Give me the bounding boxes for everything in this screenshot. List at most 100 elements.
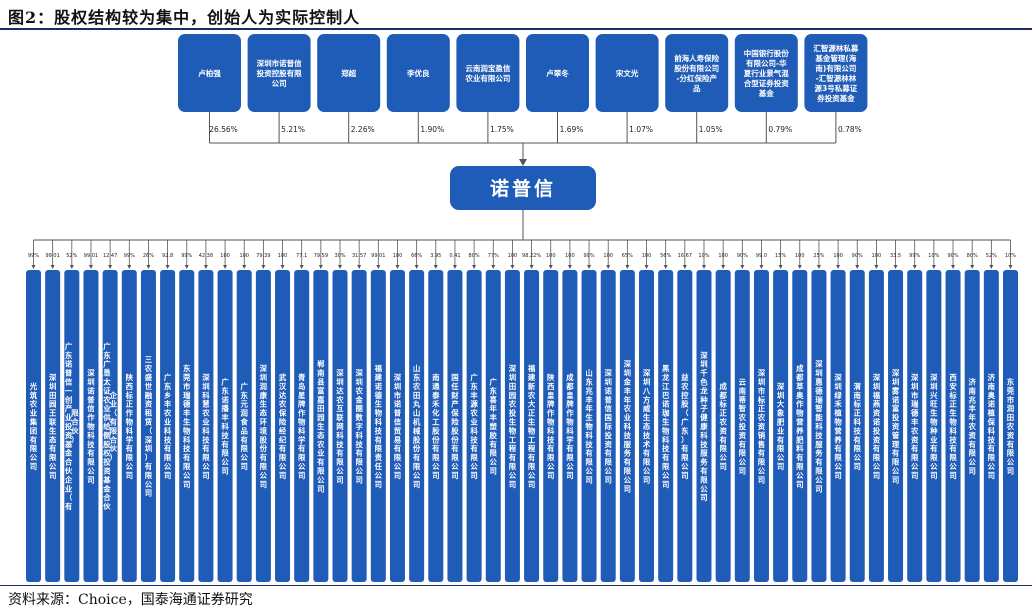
subsidiary-box (639, 270, 655, 582)
arrow-head (108, 265, 113, 269)
subsidiary-pct: 99.0 (756, 253, 767, 259)
subsidiary-pct: 31.57 (352, 253, 366, 259)
shareholder-name: 前海人寿保险股份有限公司-分红保险产品 (674, 53, 719, 93)
arrow-head (414, 265, 419, 269)
subsidiary-name: 广东诺播丰科技有限公司 (221, 377, 229, 475)
subsidiary-name: 广东广垦太证农业供给侧股权投资基金合伙企业（有限合伙） (102, 342, 117, 511)
arrow-head (816, 265, 821, 269)
arrow-head (1008, 265, 1013, 269)
subsidiary-name: 黑龙江巴诺珈生物科技有限公司 (661, 364, 670, 489)
source-note: 资料来源：Choice，国泰海通证券研究 (8, 592, 253, 608)
arrow-head (433, 265, 438, 269)
subsidiary-pct: 100 (872, 253, 882, 259)
arrow-head (548, 265, 553, 269)
subsidiary-pct: 100 (642, 253, 652, 259)
subsidiary-pct: 3.95 (430, 253, 441, 259)
subsidiary-box (466, 270, 482, 582)
subsidiary-pct: 100 (546, 253, 556, 259)
subsidiary-box (140, 270, 156, 582)
subsidiary-name: 深圳八方威生态技术有限公司 (642, 369, 651, 485)
arrow-head (50, 265, 55, 269)
subsidiary-box (696, 270, 712, 582)
shareholder-pct: 1.75% (490, 125, 514, 134)
subsidiary-box (524, 270, 540, 582)
subsidiary-pct: 99.01 (371, 253, 385, 259)
subsidiary-box (619, 270, 635, 582)
subsidiary-pct: 26% (143, 253, 154, 259)
shareholder-pct: 1.69% (560, 125, 584, 134)
subsidiary-box (45, 270, 61, 582)
subsidiary-name: 三农盛世融资租赁（深圳）有限公司 (144, 355, 153, 498)
subsidiary-name: 陕西皇牌作物科技有限公司 (547, 373, 555, 480)
subsidiary-name: 成都草奥作物营养肥料有限公司 (795, 364, 804, 489)
subsidiary-pct: 33.5 (890, 253, 901, 259)
subsidiary-pct: 90% (947, 253, 958, 259)
subsidiary-box (179, 270, 195, 582)
subsidiary-name: 深圳兴旺生物种业有限公司 (929, 373, 938, 480)
subsidiary-name: 深圳田园农投生物工程有限公司 (508, 364, 517, 489)
subsidiary-pct: 65% (622, 253, 633, 259)
arrow-head (931, 265, 936, 269)
title-rule (0, 28, 1032, 30)
subsidiary-box (275, 270, 291, 582)
subsidiary-name: 陕西标正作物科学有限公司 (125, 373, 134, 480)
subsidiary-pct: 10% (1005, 253, 1016, 259)
subsidiary-box (332, 270, 348, 582)
shareholder-pct: 1.07% (629, 125, 653, 134)
subsidiary-pct: 99% (28, 253, 39, 259)
subsidiary-row: 99% 光筑农业集团有限公司 99.01 深圳田园王联生态有限公司 52% 广东诺普信一创… (26, 253, 1018, 582)
subsidiary-pct: 0.41 (449, 253, 460, 259)
subsidiary-name: 深圳金丰年农业科技服务有限公司 (623, 360, 632, 494)
figure-title: 图2：股权结构较为集中，创始人为实际控制人 (8, 8, 361, 27)
subsidiary-name: 深圳惠德瑞智能科技服务有限公司 (814, 360, 823, 494)
arrow-head (242, 265, 247, 269)
subsidiary-pct: 99.01 (45, 253, 59, 259)
arrow-head (452, 265, 457, 269)
shareholder-name: 深圳市诺普信投资控股有限公司 (257, 58, 302, 88)
subsidiary-name: 福建诺德生物科技有限责任公司 (374, 364, 383, 489)
subsidiary-box (677, 270, 693, 582)
subsidiary-pct: 80% (967, 253, 978, 259)
subsidiary-pct: 98.22% (522, 253, 541, 259)
arrow-head (625, 265, 630, 269)
subsidiary-name: 武汉达农保险经纪有限公司 (278, 373, 287, 480)
arrow-head (970, 265, 975, 269)
arrow-head (31, 265, 36, 269)
shareholder-pct: 0.79% (768, 125, 792, 134)
subsidiary-box (715, 270, 731, 582)
subsidiary-name: 青岛星牌作物科学有限公司 (298, 373, 306, 480)
shareholder-pct: 1.05% (699, 125, 723, 134)
subsidiary-box (389, 270, 405, 582)
subsidiary-name: 深圳绿禾植物营养有限公司 (833, 373, 842, 480)
shareholder-name: 汇智源林私募基金管理(海南)有限公司-汇智源林林源3号私募证券投资基金 (813, 43, 858, 103)
subsidiary-name: 济南兆丰年农资有限公司 (967, 377, 976, 475)
arrow-head (261, 265, 266, 269)
subsidiary-box (236, 270, 252, 582)
source-rule (0, 585, 1032, 586)
arrow-head (357, 265, 362, 269)
arrow-head (759, 265, 764, 269)
subsidiary-name: 广东喜年丰塑胶有限公司 (489, 377, 498, 475)
subsidiary-name: 广东诺普信一创产业投资基金合伙企业（有限合伙） (64, 342, 79, 511)
subsidiary-box (830, 270, 846, 582)
subsidiary-name: 山东兆丰年生物科技有限公司 (585, 369, 593, 485)
subsidiary-name: 深圳润康生态环境股份有限公司 (259, 364, 268, 489)
subsidiary-name: 广东乡丰农业科技有限公司 (163, 373, 172, 480)
company-box (450, 166, 596, 210)
shareholder-box (665, 34, 729, 112)
subsidiary-pct: 99% (124, 253, 135, 259)
arrow-head (836, 265, 841, 269)
subsidiary-pct: 12.47 (103, 253, 117, 259)
arrow-head (740, 265, 745, 269)
subsidiary-box (370, 270, 386, 582)
arrow-head (376, 265, 381, 269)
subsidiary-box (26, 270, 41, 582)
subsidiary-name: 深圳雾诺富投资管理有限公司 (891, 369, 900, 485)
subsidiary-name: 深圳达农互联网科技有限公司 (335, 369, 344, 485)
subsidiary-pct: 30% (334, 253, 345, 259)
shareholder-box (526, 34, 589, 112)
arrow-head (127, 265, 132, 269)
arrow-head (721, 265, 726, 269)
subsidiary-box (64, 270, 80, 582)
company-node: 诺普信 (450, 166, 596, 210)
